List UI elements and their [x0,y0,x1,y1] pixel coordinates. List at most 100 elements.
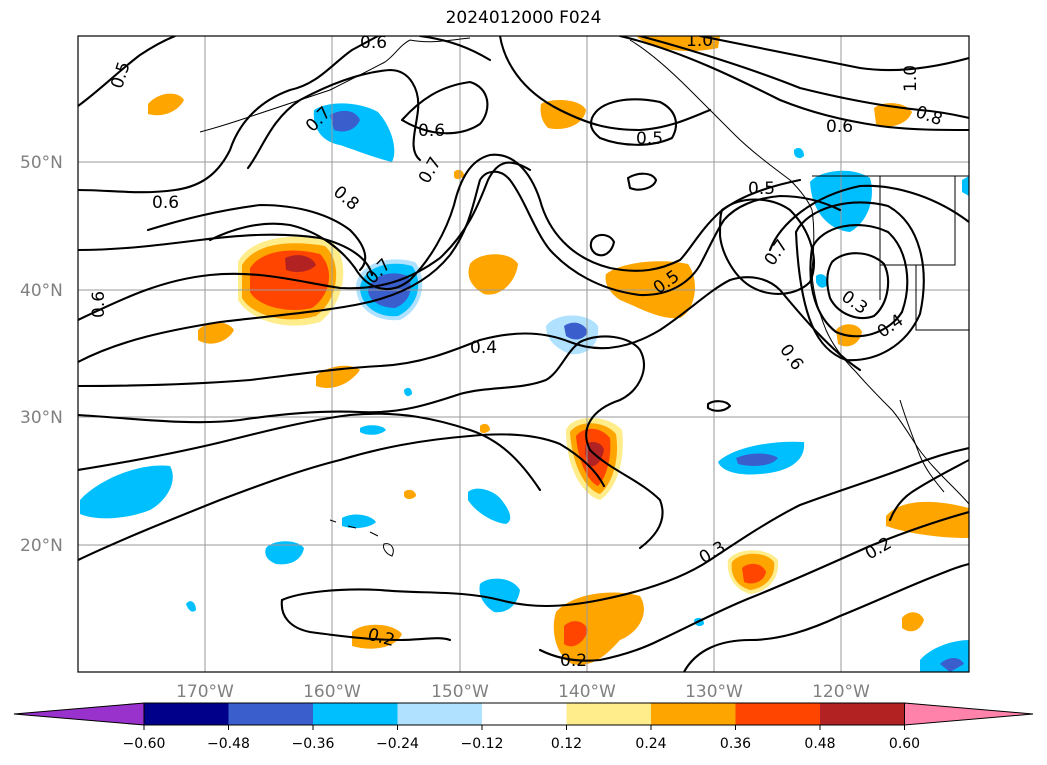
contour-label: 0.4 [874,310,908,342]
colorbar-segment [482,703,567,725]
colorbar-ticks [143,725,905,730]
colorbar-segment [397,703,482,725]
colorbar-outline [143,702,905,726]
alaska-coast [239,37,471,121]
negative-anomaly [468,488,511,524]
negative-anomaly [816,274,828,288]
colorbar-tick-label: 0.24 [635,736,666,752]
contour-label: 0.4 [470,338,497,358]
contour-small-ring-3 [706,400,732,412]
contour-0.6-east [618,36,969,132]
contour-right-edge [888,458,969,522]
positive-anomaly [404,489,416,499]
state-lines [879,176,969,331]
positive-anomaly [886,501,969,538]
contour-label: 1.0 [686,31,713,51]
colorbar-tick-label: 0.60 [889,736,920,752]
contour-0.7-north [246,68,422,170]
colorbar-tick-label: −0.60 [123,736,166,752]
bc-coast [629,39,813,211]
contour-0.4-low [809,224,909,338]
positive-anomaly [454,169,464,179]
contour-label: 0.7 [761,236,793,270]
colorbar-segment [144,703,229,725]
contour-1.0-east [698,36,969,72]
contour-0.3-long [78,433,606,562]
negative-anomaly [186,601,196,612]
positive-anomaly [480,423,490,433]
negative-anomaly [794,148,804,159]
map-frame [77,35,970,673]
positive-anomaly [564,621,588,647]
latitude-labels: 50°N 40°N 30°N 20°N [20,153,63,556]
negative-anomaly [360,425,386,435]
colorbar-segment [651,703,736,725]
contour-0.2-southeast [280,510,969,662]
colorbar-tick-label: −0.48 [207,736,250,752]
contour-0.4-main [78,276,862,388]
colorbar-tick-label: 0.48 [804,736,835,752]
contour-0.5-low [794,201,925,362]
colorbar-segment [313,703,398,725]
contour-0.3-center [78,335,664,550]
negative-anomaly [564,322,588,340]
negative-anomaly [940,658,964,672]
contour-small-ring-2 [626,172,658,191]
contour-0.7-main [208,153,802,290]
colorbar-extend-high [904,702,1034,726]
contour-label: 0.6 [89,291,109,318]
contour-0.6-north [78,36,492,194]
lon-label: 130°W [685,682,743,702]
contour-0.4-ring [718,198,815,295]
contour-small-ring [589,233,616,257]
lon-label: 160°W [303,682,361,702]
colorbar-segment [735,703,820,725]
figure-title: 2024012000 F024 [445,8,602,28]
positive-anomaly [468,254,518,295]
map-area: 0.5 0.6 0.7 0.8 0.6 0.6 0.7 0.5 1.0 1.0 … [78,31,969,672]
negative-anomaly [80,465,173,519]
contour-0.5-nw [78,36,177,108]
negative-anomaly [736,453,778,466]
positive-anomaly [352,624,402,649]
colorbar: −0.60 −0.48 −0.36 −0.24 −0.12 0.12 0.24 … [13,702,1034,752]
negative-anomaly [265,541,304,565]
colorbar-tick-label: −0.24 [376,736,419,752]
alaska-peninsula [199,119,241,133]
negative-anomaly [479,578,520,613]
contour-0.3-southeast [280,446,969,608]
lat-label: 50°N [20,153,63,173]
contour-label: 0.8 [329,182,363,215]
negative-anomaly [404,387,412,397]
contour-0.5-ring [589,98,677,146]
hawaii [329,519,394,557]
contour-label: 0.2 [560,651,587,671]
positive-anomaly [902,612,924,632]
contour-0.2-bottom [682,562,969,672]
negative-anomaly [330,110,360,132]
coastlines [199,37,969,557]
colorbar-segment [228,703,313,725]
contour-0.7-west [78,233,374,277]
negative-anomaly [342,514,376,529]
positive-anomaly [553,592,644,665]
us-west-coast [811,209,969,505]
contour-0.3-low [826,252,890,320]
contour-label: 0.6 [826,117,853,137]
contour-0.8-east [638,36,969,120]
colorbar-tick-label: 0.36 [720,736,751,752]
contour-label: 0.3 [837,287,871,319]
contour-label: 0.6 [775,341,807,375]
graticule [78,36,969,672]
contour-label: 0.6 [418,121,445,141]
longitude-labels: 170°W 160°W 150°W 140°W 130°W 120°W [176,682,870,702]
contour-label: 0.3 [696,537,729,568]
contour-label: 0.6 [360,33,387,53]
lon-label: 140°W [558,682,616,702]
contour-label: 0.8 [913,102,945,130]
contour-0.6-low [768,184,969,252]
contour-0.6-west [78,161,532,322]
positive-anomaly [540,100,586,130]
colorbar-segment [820,703,905,725]
positive-anomaly [742,563,766,584]
